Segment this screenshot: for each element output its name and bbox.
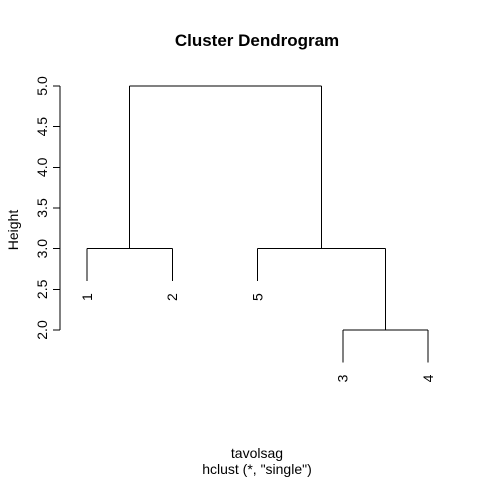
leaf-label: 5 (250, 293, 266, 301)
y-axis-label: Height (5, 210, 21, 251)
y-axis: 2.0 2.5 3.0 3.5 4.0 4.5 5.0 (34, 76, 61, 340)
leaf-label: 4 (420, 374, 436, 382)
leaf-label: 1 (79, 293, 95, 301)
leaf-labels: 1 2 5 3 4 (79, 293, 436, 382)
leaf-label: 3 (335, 374, 351, 382)
y-tick-label: 2.0 (34, 320, 50, 340)
y-tick-label: 3.5 (34, 198, 50, 218)
x-axis-label: tavolsag (231, 445, 283, 461)
leaf-label: 2 (164, 293, 180, 301)
y-tick-label: 3.0 (34, 239, 50, 259)
y-tick-label: 4.5 (34, 117, 50, 137)
y-tick-label: 2.5 (34, 279, 50, 299)
dendrogram-links (86, 85, 429, 363)
chart-title: Cluster Dendrogram (175, 31, 339, 50)
y-tick-label: 5.0 (34, 76, 50, 96)
method-sublabel: hclust (*, "single") (202, 461, 312, 477)
y-tick-label: 4.0 (34, 157, 50, 177)
